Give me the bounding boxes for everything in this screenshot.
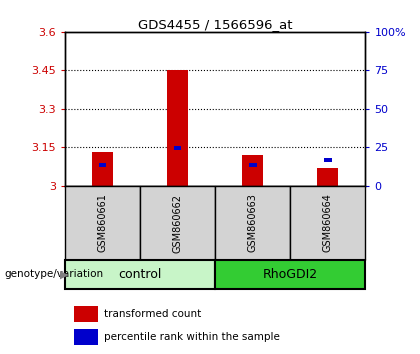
Text: control: control [118,268,162,281]
Bar [215,260,365,289]
Bar [92,153,113,186]
Title: GDS4455 / 1566596_at: GDS4455 / 1566596_at [138,18,292,31]
Text: GSM860661: GSM860661 [97,194,108,252]
Bar [65,260,215,289]
Bar [215,186,290,260]
Text: genotype/variation: genotype/variation [4,269,103,279]
Bar [99,163,106,167]
Bar [140,186,215,260]
Bar [167,70,188,186]
Bar [65,186,140,260]
Text: GSM860664: GSM860664 [323,194,333,252]
Bar [290,186,365,260]
Bar [242,155,263,186]
Bar [249,163,257,167]
Text: GSM860663: GSM860663 [248,194,258,252]
Bar [174,146,181,150]
Bar [318,168,339,186]
Bar [324,158,332,162]
Bar [74,329,98,345]
Text: ▶: ▶ [60,269,68,279]
Text: GSM860662: GSM860662 [173,194,183,252]
Text: transformed count: transformed count [104,309,201,319]
Text: percentile rank within the sample: percentile rank within the sample [104,332,280,342]
Bar [74,306,98,321]
Text: RhoGDI2: RhoGDI2 [263,268,318,281]
